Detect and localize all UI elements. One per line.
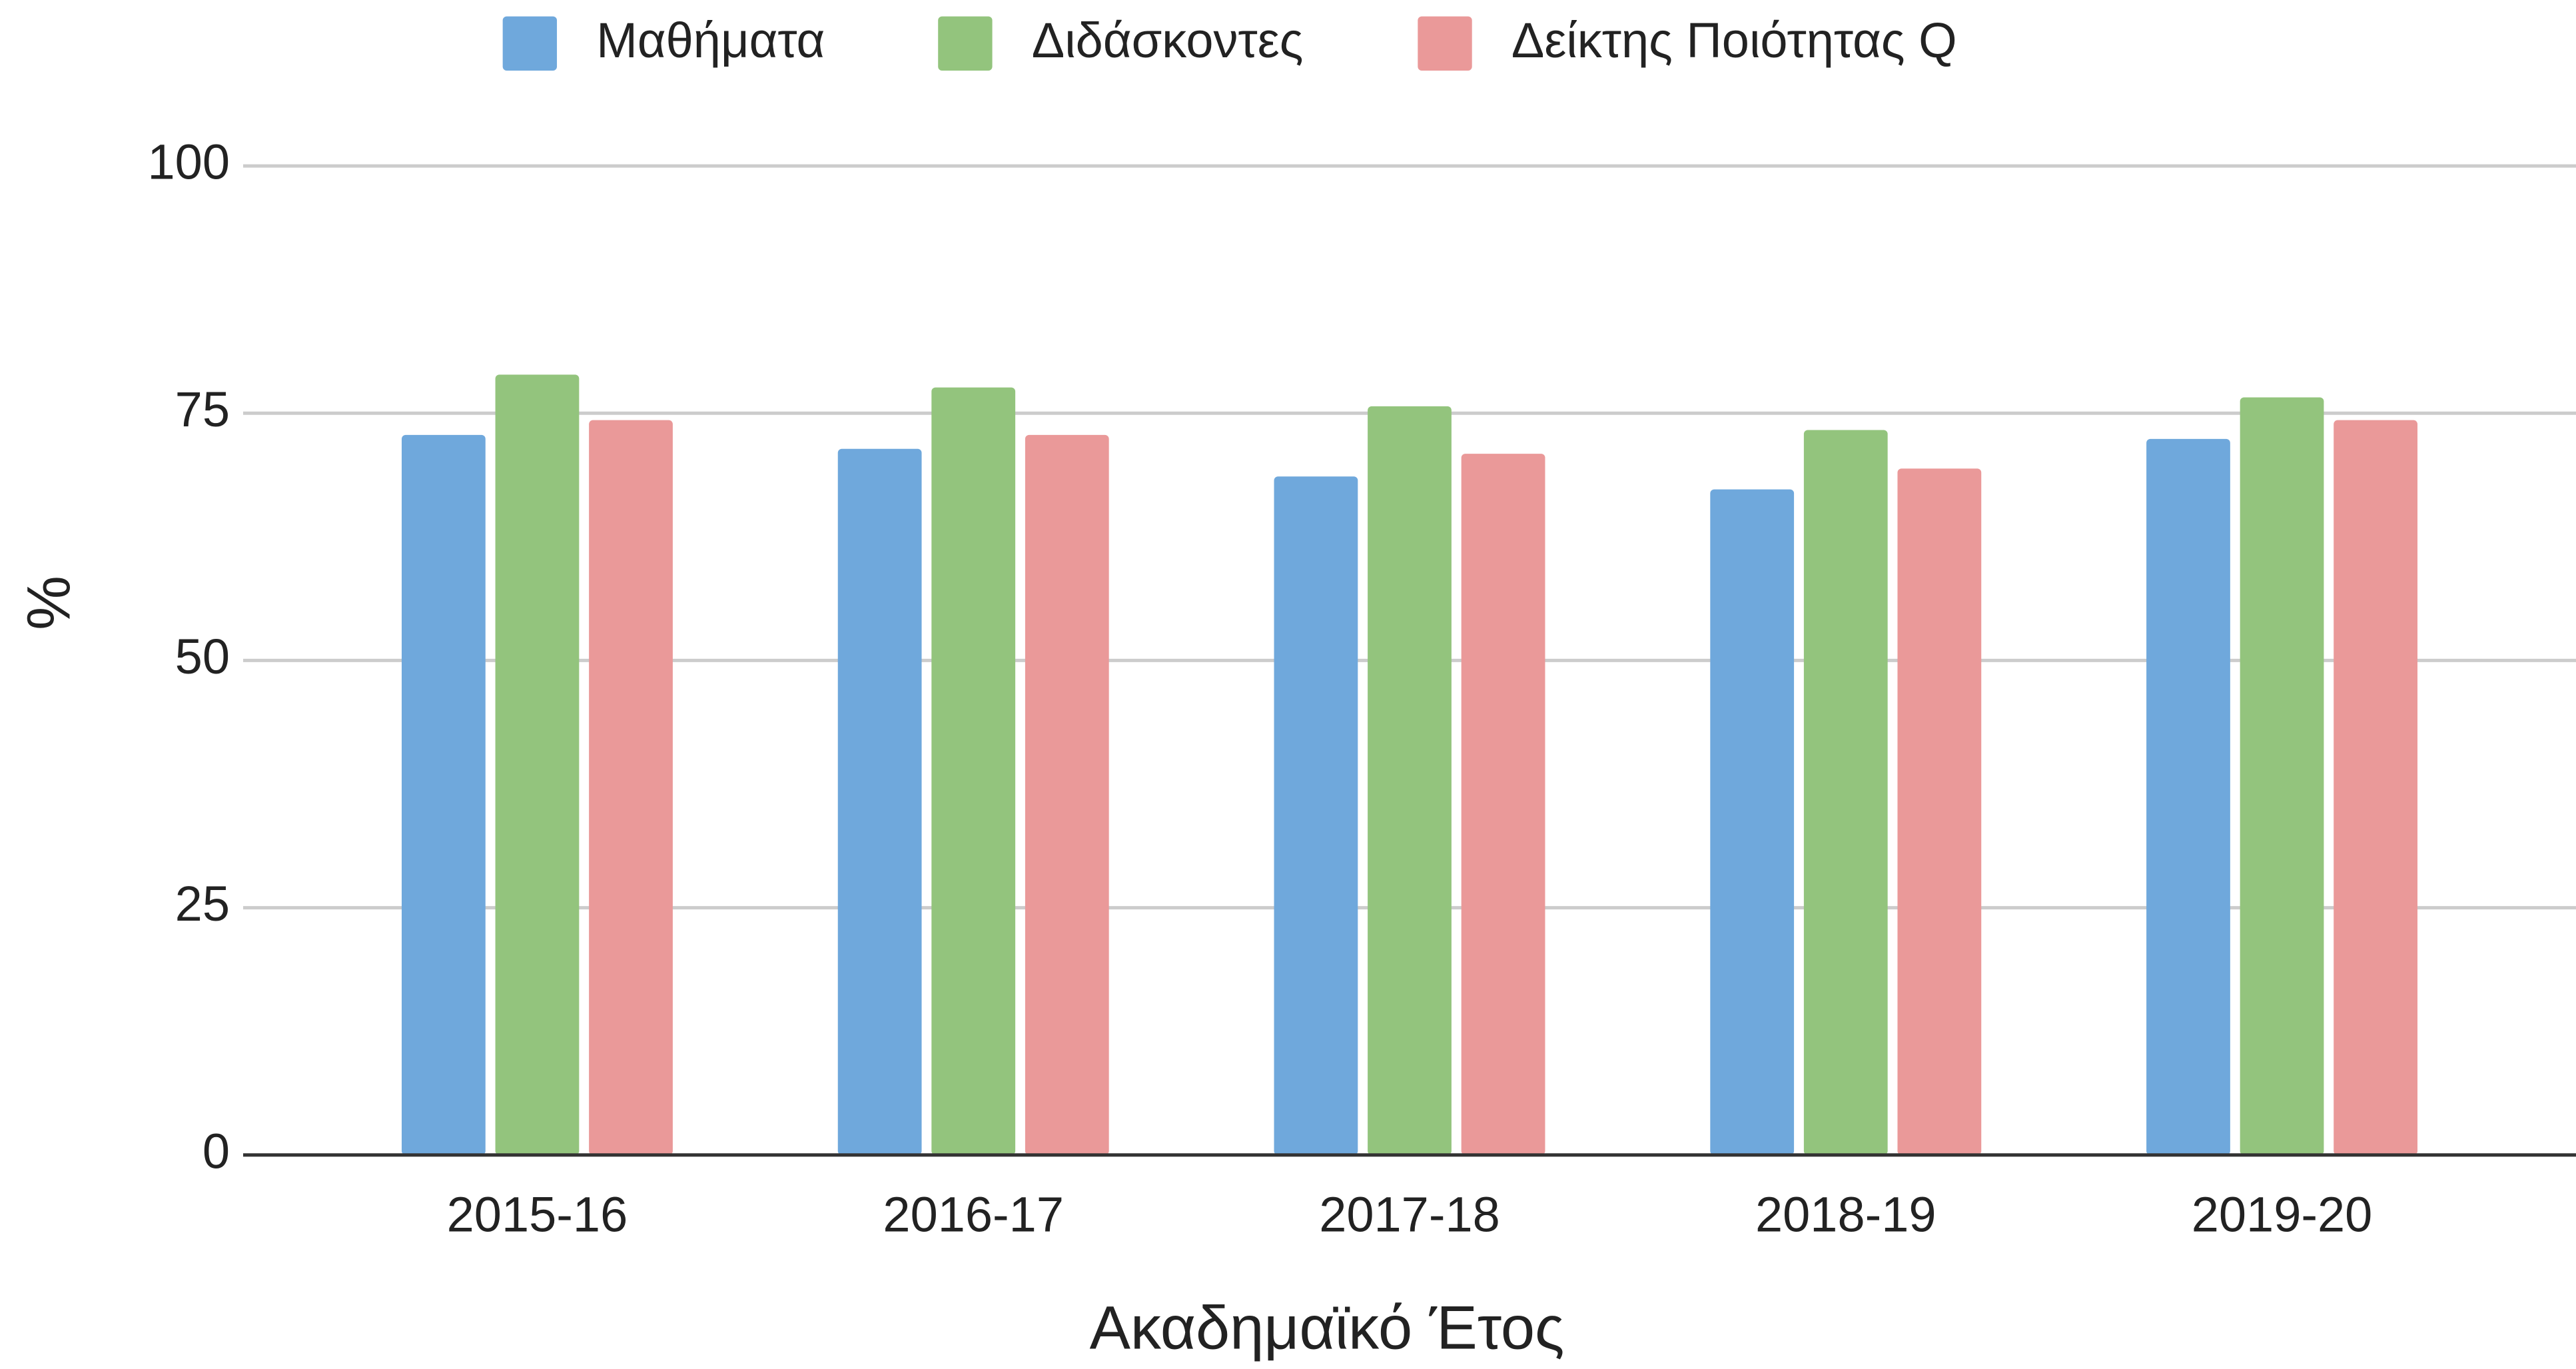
y-tick-label: 75 bbox=[175, 382, 230, 437]
legend-swatch bbox=[938, 16, 993, 71]
y-tick-label: 50 bbox=[175, 629, 230, 684]
bar bbox=[495, 374, 580, 1155]
x-axis-title: Ακαδημαϊκό Έτος bbox=[1090, 1294, 1565, 1362]
bar bbox=[1710, 489, 1795, 1155]
y-axis-title: % bbox=[15, 576, 83, 630]
bar bbox=[589, 420, 673, 1155]
legend-swatch bbox=[502, 16, 558, 71]
y-tick-label: 25 bbox=[175, 876, 230, 931]
legend-label: Διδάσκοντες bbox=[1032, 13, 1304, 68]
bar bbox=[401, 434, 486, 1155]
bar bbox=[2240, 397, 2324, 1155]
bar bbox=[1274, 476, 1358, 1155]
bar bbox=[1461, 454, 1545, 1155]
bar bbox=[1897, 468, 1982, 1155]
bar bbox=[2146, 438, 2230, 1155]
bar bbox=[1368, 406, 1452, 1155]
y-tick-label: 0 bbox=[203, 1123, 230, 1178]
legend-label: Μαθήματα bbox=[596, 13, 825, 68]
x-tick-label: 2018-19 bbox=[1755, 1186, 1936, 1242]
legend-swatch bbox=[1418, 16, 1472, 71]
x-tick-label: 2017-18 bbox=[1319, 1186, 1500, 1242]
x-tick-label: 2015-16 bbox=[447, 1186, 628, 1242]
bar bbox=[931, 387, 1016, 1155]
bar bbox=[1025, 434, 1109, 1155]
bar bbox=[837, 448, 922, 1155]
bar bbox=[1803, 430, 1888, 1155]
bar bbox=[2334, 420, 2418, 1155]
y-tick-label: 100 bbox=[148, 135, 230, 190]
x-tick-label: 2016-17 bbox=[883, 1186, 1064, 1242]
legend-label: Δείκτης Ποιότητας Q bbox=[1511, 13, 1957, 68]
x-tick-label: 2019-20 bbox=[2192, 1186, 2373, 1242]
